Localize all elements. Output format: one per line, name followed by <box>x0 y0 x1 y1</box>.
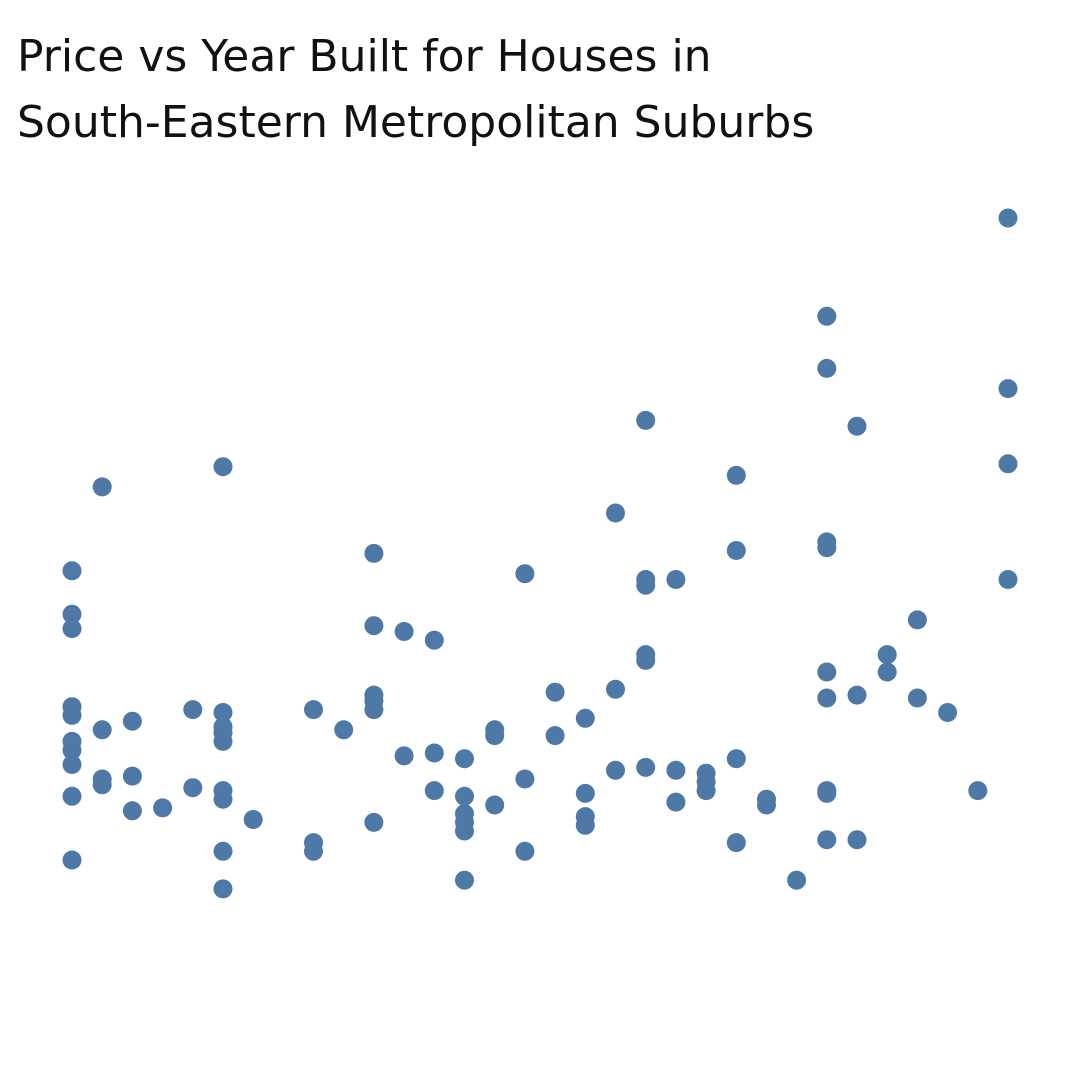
scatter-point <box>606 679 625 699</box>
scatter-point <box>213 841 233 861</box>
scatter-point <box>364 616 384 636</box>
scatter-point <box>636 410 656 430</box>
scatter-point <box>122 711 142 731</box>
scatter-point <box>62 604 82 624</box>
scatter-point <box>545 726 565 746</box>
scatter-point <box>394 746 414 766</box>
scatter-point <box>666 570 686 589</box>
scatter-point <box>787 870 807 890</box>
scatter-point <box>183 778 203 798</box>
scatter-point <box>575 783 595 803</box>
chart-title-line-2: South-Eastern Metropolitan Suburbs <box>17 97 815 148</box>
scatter-point <box>545 682 565 702</box>
scatter-point <box>92 720 112 740</box>
scatter-point <box>485 795 505 815</box>
scatter-point <box>364 543 384 563</box>
scatter-point <box>394 622 414 641</box>
scatter-point <box>636 570 656 589</box>
chart-title: Price vs Year Built for Houses in South-… <box>17 24 814 156</box>
scatter-point <box>304 700 323 720</box>
scatter-point <box>485 720 505 740</box>
scatter-point <box>455 870 474 890</box>
scatter-point <box>575 807 595 827</box>
scatter-point <box>817 358 837 378</box>
scatter-point <box>364 812 384 832</box>
scatter-point <box>213 879 233 899</box>
scatter-point <box>455 804 474 824</box>
scatter-point <box>424 743 444 763</box>
scatter-point <box>817 532 837 552</box>
scatter-point <box>122 801 142 821</box>
scatter-point <box>183 700 203 720</box>
scatter-point <box>907 610 927 630</box>
scatter-point <box>847 685 867 705</box>
scatter-point <box>334 720 354 740</box>
scatter-point <box>304 833 323 853</box>
scatter-point <box>817 830 837 850</box>
scatter-point <box>424 630 444 650</box>
scatter-point <box>877 645 897 665</box>
chart-title-line-1: Price vs Year Built for Houses in <box>17 31 712 82</box>
scatter-point <box>515 564 535 584</box>
scatter-point <box>757 789 776 809</box>
scatter-point <box>817 781 837 801</box>
scatter-point <box>636 757 656 777</box>
scatter-point <box>62 619 82 639</box>
scatter-point <box>696 763 716 783</box>
scatter-point <box>515 841 535 861</box>
scatter-point <box>243 810 263 829</box>
scatter-point <box>62 850 82 870</box>
scatter-point <box>907 688 927 708</box>
scatter-point <box>62 786 82 806</box>
scatter-point <box>968 781 988 801</box>
scatter-point <box>636 645 656 665</box>
scatter-point <box>726 833 746 853</box>
scatter-point <box>153 798 173 818</box>
scatter-point <box>998 379 1018 399</box>
scatter-point <box>424 781 444 801</box>
scatter-point <box>847 830 867 850</box>
scatter-point <box>92 769 112 789</box>
scatter-point <box>726 465 746 485</box>
scatter-point <box>726 541 746 560</box>
scatter-point <box>122 766 142 786</box>
scatter-point <box>877 662 897 682</box>
scatter-point <box>364 685 384 705</box>
scatter-point <box>62 755 82 774</box>
scatter-point <box>62 561 82 581</box>
scatter-point <box>62 697 82 717</box>
data-points <box>62 208 1018 899</box>
scatter-point <box>666 760 686 780</box>
scatter-point <box>817 306 837 326</box>
scatter-point <box>213 457 233 477</box>
scatter-point <box>998 570 1018 589</box>
scatter-point <box>213 717 233 737</box>
scatter-point <box>817 662 837 682</box>
scatter-point <box>726 749 746 769</box>
scatter-point <box>938 703 958 722</box>
scatter-point <box>92 477 112 497</box>
scatter-point <box>455 749 474 769</box>
scatter-point <box>998 454 1018 474</box>
scatter-point <box>606 503 625 523</box>
scatter-point <box>213 703 233 722</box>
scatter-point <box>847 416 867 436</box>
scatter-point <box>455 786 474 806</box>
scatter-point <box>575 708 595 728</box>
scatter-point <box>998 208 1018 228</box>
scatter-point <box>213 781 233 801</box>
scatter-point <box>817 688 837 708</box>
scatter-point <box>515 769 535 789</box>
scatter-point <box>666 792 686 812</box>
scatter-point <box>606 760 625 780</box>
scatter-point <box>62 731 82 751</box>
